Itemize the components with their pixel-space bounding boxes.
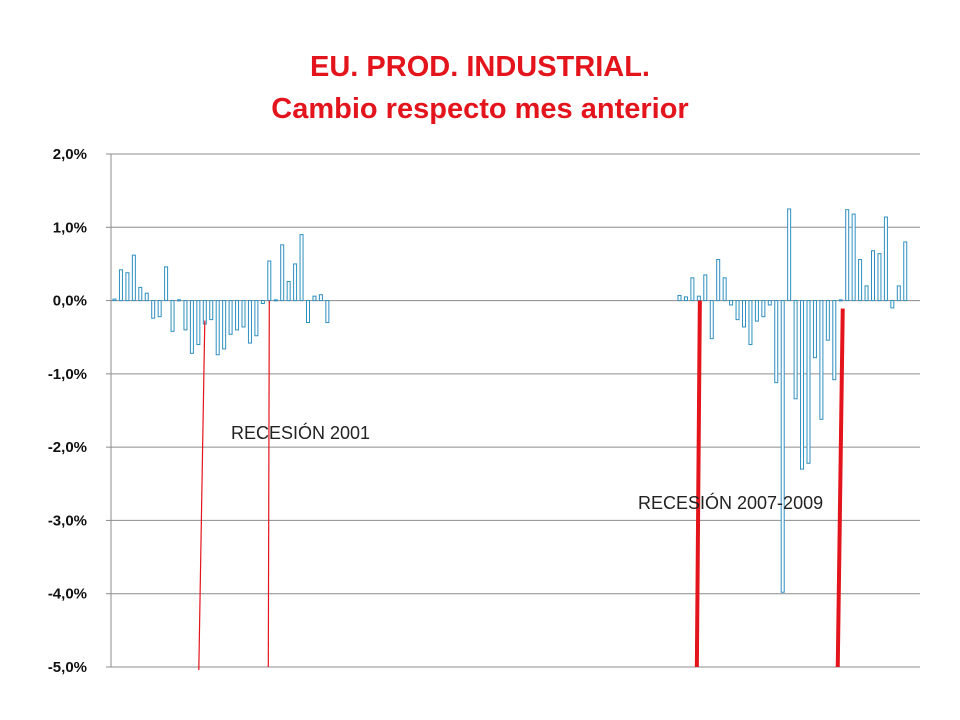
bar bbox=[819, 300, 824, 420]
y-tick-label: -1,0% bbox=[48, 366, 87, 383]
recession-marker-line bbox=[198, 320, 206, 671]
bar bbox=[170, 300, 175, 332]
bar bbox=[318, 294, 323, 302]
bar bbox=[703, 274, 708, 302]
recession-marker-line bbox=[694, 300, 702, 668]
recession-markers bbox=[198, 300, 845, 671]
bar bbox=[164, 266, 169, 302]
bar bbox=[812, 300, 817, 359]
bar bbox=[787, 208, 792, 302]
bar bbox=[209, 300, 214, 321]
bar bbox=[112, 298, 117, 302]
y-axis: 2,0% 1,0% 0,0% -1,0% -2,0% -3,0% -4,0% -5,0% bbox=[48, 146, 112, 676]
bar bbox=[202, 300, 207, 325]
bar bbox=[293, 263, 298, 302]
bar bbox=[896, 285, 901, 302]
bar bbox=[780, 300, 785, 593]
bar bbox=[683, 296, 688, 302]
bar bbox=[260, 300, 265, 305]
chart-subtitle: Cambio respecto mes anterior bbox=[271, 93, 689, 125]
bar bbox=[131, 254, 136, 302]
bar bbox=[748, 300, 753, 346]
bar bbox=[254, 300, 259, 337]
bar bbox=[696, 295, 701, 302]
bar bbox=[832, 300, 837, 381]
bar bbox=[325, 300, 330, 324]
bar bbox=[286, 281, 291, 302]
bar bbox=[273, 299, 278, 302]
bar bbox=[267, 260, 272, 302]
bar bbox=[851, 213, 856, 302]
bar bbox=[864, 285, 869, 302]
y-tick-label: 1,0% bbox=[53, 219, 87, 236]
bar bbox=[806, 300, 811, 464]
annotations: RECESIÓN 2001 RECESIÓN 2007-2009 bbox=[231, 422, 823, 513]
bar bbox=[151, 300, 156, 319]
bar bbox=[144, 292, 149, 302]
bar bbox=[735, 300, 740, 321]
bar bbox=[825, 300, 830, 341]
y-tick-label: -4,0% bbox=[48, 586, 87, 603]
bar bbox=[871, 250, 875, 302]
bar bbox=[858, 259, 863, 302]
bar bbox=[306, 300, 310, 324]
chart-title: EU. PROD. INDUSTRIAL. bbox=[310, 51, 650, 83]
bar bbox=[800, 300, 805, 470]
bar bbox=[890, 300, 895, 309]
bar bbox=[793, 300, 798, 400]
bar bbox=[845, 209, 850, 302]
y-tick-label: -2,0% bbox=[48, 439, 87, 456]
bar bbox=[247, 300, 252, 344]
annotation-label: RECESIÓN 2001 bbox=[231, 422, 370, 443]
bar bbox=[215, 300, 220, 356]
y-tick-label: -5,0% bbox=[48, 659, 87, 676]
bar bbox=[125, 272, 130, 302]
y-tick-label: 2,0% bbox=[53, 146, 87, 163]
bar bbox=[177, 299, 181, 302]
y-tick-label: -3,0% bbox=[48, 512, 87, 529]
bar bbox=[877, 253, 882, 302]
gridlines bbox=[111, 153, 920, 668]
bar bbox=[761, 300, 766, 318]
bar bbox=[677, 294, 682, 302]
bar bbox=[280, 244, 285, 302]
bar bbox=[189, 300, 194, 354]
bar bbox=[754, 300, 759, 322]
recession-marker-line bbox=[267, 300, 270, 668]
bar bbox=[742, 300, 746, 328]
y-tick-label: 0,0% bbox=[53, 293, 87, 310]
bar bbox=[118, 269, 123, 302]
bars bbox=[112, 208, 908, 593]
bar bbox=[709, 300, 714, 340]
bar bbox=[716, 259, 721, 302]
bar bbox=[228, 300, 233, 335]
chart-title-block: EU. PROD. INDUSTRIAL. Cambio respecto me… bbox=[0, 46, 960, 130]
bar bbox=[312, 295, 317, 302]
bar bbox=[235, 300, 240, 331]
bar bbox=[157, 300, 162, 318]
bar bbox=[767, 300, 772, 306]
bar bbox=[183, 300, 188, 331]
bar bbox=[138, 286, 143, 302]
bar bbox=[299, 234, 304, 302]
bar bbox=[690, 277, 695, 302]
bar bbox=[774, 300, 779, 384]
bar bbox=[241, 300, 246, 328]
bar bbox=[722, 277, 727, 302]
bar bbox=[903, 241, 908, 302]
bar bbox=[729, 300, 734, 306]
annotation-label: RECESIÓN 2007-2009 bbox=[638, 492, 823, 513]
bar bbox=[883, 216, 888, 302]
bar bbox=[196, 300, 201, 346]
bar bbox=[838, 299, 843, 302]
recession-marker-line bbox=[835, 308, 845, 668]
bar bbox=[222, 300, 227, 350]
